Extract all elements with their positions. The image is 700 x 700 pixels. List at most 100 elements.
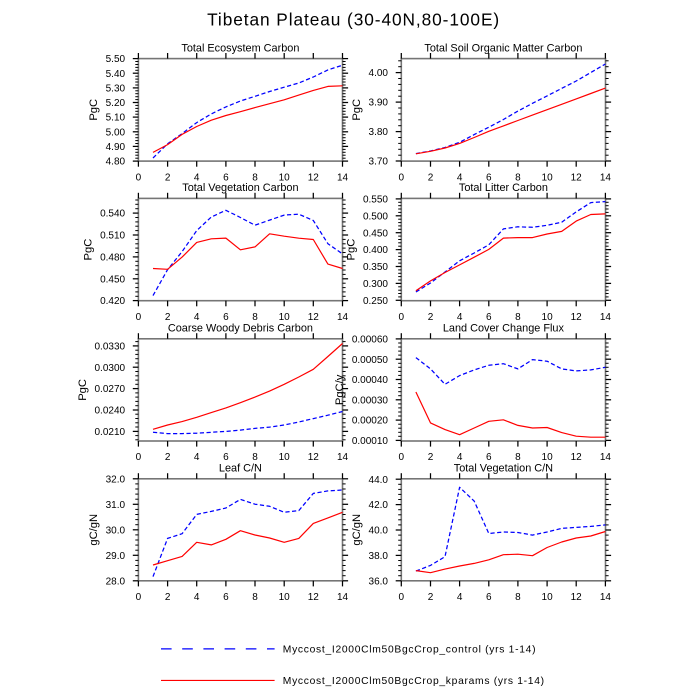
svg-text:PgC: PgC: [88, 99, 100, 121]
svg-text:44.0: 44.0: [369, 475, 389, 486]
svg-text:0.0210: 0.0210: [95, 427, 126, 438]
svg-text:14: 14: [337, 592, 349, 603]
svg-text:0.450: 0.450: [363, 228, 388, 239]
svg-text:12: 12: [571, 592, 583, 603]
svg-text:PgC: PgC: [351, 99, 363, 121]
svg-text:14: 14: [337, 172, 349, 183]
svg-text:0: 0: [399, 452, 405, 463]
svg-text:5.20: 5.20: [106, 98, 126, 109]
svg-text:0.480: 0.480: [100, 253, 125, 264]
svg-text:10: 10: [542, 172, 554, 183]
svg-text:PgC/y: PgC/y: [334, 374, 346, 405]
svg-text:10: 10: [542, 452, 554, 463]
svg-text:2: 2: [165, 592, 171, 603]
svg-text:5.40: 5.40: [106, 69, 126, 80]
svg-text:12: 12: [571, 452, 583, 463]
svg-text:0.300: 0.300: [363, 279, 388, 290]
svg-text:PgC: PgC: [77, 379, 89, 401]
svg-text:2: 2: [428, 452, 434, 463]
svg-text:0.00050: 0.00050: [352, 355, 389, 366]
svg-text:10: 10: [542, 312, 554, 323]
svg-text:6: 6: [223, 172, 229, 183]
svg-text:10: 10: [279, 592, 291, 603]
svg-text:0.510: 0.510: [100, 231, 125, 242]
svg-text:5.00: 5.00: [106, 127, 126, 138]
svg-text:Leaf C/N: Leaf C/N: [219, 463, 262, 475]
svg-text:Tibetan Plateau (30-40N,80-100: Tibetan Plateau (30-40N,80-100E): [207, 10, 500, 30]
svg-text:0: 0: [136, 592, 142, 603]
svg-text:Myccost_I2000Clm50BgcCrop_kpar: Myccost_I2000Clm50BgcCrop_kparams (yrs 1…: [283, 676, 545, 687]
svg-text:8: 8: [515, 172, 521, 183]
svg-text:10: 10: [279, 172, 291, 183]
svg-text:Total Vegetation Carbon: Total Vegetation Carbon: [182, 182, 298, 194]
svg-text:Total Litter Carbon: Total Litter Carbon: [459, 182, 548, 194]
svg-text:4: 4: [194, 592, 200, 603]
svg-text:12: 12: [571, 172, 583, 183]
svg-text:0.250: 0.250: [363, 296, 388, 307]
svg-text:0.0300: 0.0300: [95, 363, 126, 374]
svg-text:4: 4: [194, 312, 200, 323]
svg-text:0.00020: 0.00020: [352, 416, 389, 427]
svg-text:14: 14: [600, 172, 612, 183]
svg-text:4: 4: [457, 172, 463, 183]
svg-text:4: 4: [457, 452, 463, 463]
svg-text:0.500: 0.500: [363, 211, 388, 222]
svg-text:4.00: 4.00: [369, 68, 389, 79]
svg-text:29.0: 29.0: [106, 551, 126, 562]
svg-text:32.0: 32.0: [106, 474, 126, 485]
svg-text:0.0240: 0.0240: [95, 406, 126, 417]
svg-text:4.80: 4.80: [106, 157, 126, 168]
svg-text:6: 6: [486, 452, 492, 463]
svg-text:6: 6: [223, 312, 229, 323]
svg-text:6: 6: [223, 592, 229, 603]
svg-text:10: 10: [279, 312, 291, 323]
svg-text:0.00040: 0.00040: [352, 375, 389, 386]
svg-text:0.550: 0.550: [363, 195, 388, 206]
svg-text:14: 14: [337, 452, 349, 463]
svg-text:8: 8: [252, 312, 258, 323]
svg-text:8: 8: [252, 592, 258, 603]
svg-text:gC/gN: gC/gN: [351, 514, 363, 546]
svg-text:0: 0: [136, 452, 142, 463]
svg-text:0: 0: [136, 172, 142, 183]
svg-text:8: 8: [252, 452, 258, 463]
svg-text:3.90: 3.90: [369, 98, 389, 109]
svg-text:8: 8: [515, 312, 521, 323]
svg-text:42.0: 42.0: [369, 500, 389, 511]
svg-text:Total Soil Organic Matter Carb: Total Soil Organic Matter Carbon: [424, 42, 582, 54]
svg-text:0.540: 0.540: [100, 209, 125, 220]
svg-text:PgC: PgC: [82, 239, 94, 261]
svg-text:4: 4: [194, 452, 200, 463]
svg-text:2: 2: [428, 172, 434, 183]
svg-text:5.30: 5.30: [106, 84, 126, 95]
svg-text:3.80: 3.80: [369, 127, 389, 138]
svg-text:5.50: 5.50: [106, 54, 126, 65]
svg-text:6: 6: [486, 312, 492, 323]
svg-text:Land Cover Change Flux: Land Cover Change Flux: [443, 323, 565, 335]
svg-text:10: 10: [279, 452, 291, 463]
svg-text:PgC: PgC: [345, 239, 357, 261]
svg-text:2: 2: [428, 592, 434, 603]
svg-text:2: 2: [165, 452, 171, 463]
svg-text:0: 0: [399, 592, 405, 603]
svg-text:0.00010: 0.00010: [352, 436, 389, 447]
svg-text:0.420: 0.420: [100, 296, 125, 307]
svg-text:0.0270: 0.0270: [95, 384, 126, 395]
svg-text:0: 0: [136, 312, 142, 323]
svg-text:4: 4: [194, 172, 200, 183]
svg-text:3.70: 3.70: [369, 157, 389, 168]
svg-text:12: 12: [308, 592, 320, 603]
svg-text:2: 2: [428, 312, 434, 323]
svg-text:14: 14: [600, 452, 612, 463]
svg-text:14: 14: [337, 312, 349, 323]
svg-text:14: 14: [600, 592, 612, 603]
svg-text:14: 14: [600, 312, 612, 323]
svg-text:38.0: 38.0: [369, 551, 389, 562]
svg-text:0: 0: [399, 172, 405, 183]
svg-text:10: 10: [542, 592, 554, 603]
svg-text:30.0: 30.0: [106, 525, 126, 536]
svg-text:Coarse Woody Debris Carbon: Coarse Woody Debris Carbon: [168, 323, 313, 335]
svg-text:6: 6: [223, 452, 229, 463]
svg-text:0.400: 0.400: [363, 245, 388, 256]
svg-text:8: 8: [252, 172, 258, 183]
